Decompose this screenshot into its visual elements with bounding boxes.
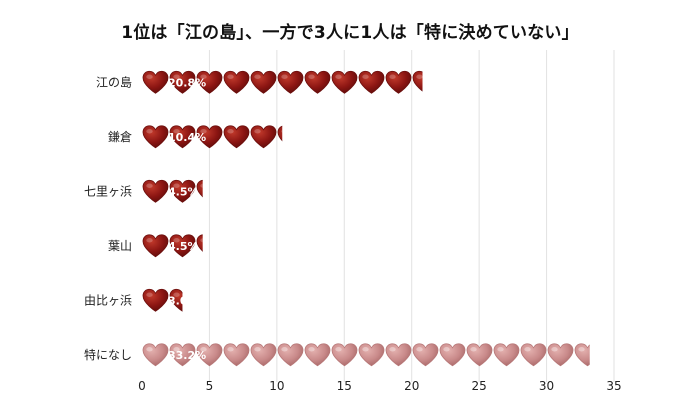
bar — [142, 343, 590, 367]
heart-icon — [142, 343, 169, 367]
x-axis: 0 5 10 15 20 25 30 35 — [138, 379, 621, 393]
heart-icon — [520, 343, 547, 367]
heart-icon — [304, 343, 331, 367]
heart-icon — [196, 234, 203, 252]
heart-icon — [169, 234, 196, 258]
heart-icon — [466, 343, 493, 367]
data-label: 4.5% — [168, 185, 199, 198]
heart-icon — [439, 343, 466, 367]
heart-icon — [412, 343, 439, 367]
heart-icon — [196, 179, 203, 198]
bar — [142, 70, 465, 94]
x-tick-label: 25 — [472, 379, 487, 393]
heart-icon — [358, 70, 385, 94]
heart-icon — [169, 125, 196, 149]
x-tick-label: 15 — [337, 379, 352, 393]
heart-icon — [142, 125, 169, 149]
heart-icon — [385, 343, 412, 367]
bar — [142, 125, 330, 149]
category-label: 由比ヶ浜 — [84, 293, 132, 307]
heart-icon — [304, 70, 331, 94]
category-label: 七里ヶ浜 — [84, 184, 132, 198]
heart-icon — [169, 179, 196, 203]
heart-icon — [305, 126, 330, 148]
x-tick-label: 35 — [606, 379, 621, 393]
heart-icon — [358, 343, 385, 367]
heart-icon — [277, 125, 283, 142]
x-tick-label: 5 — [206, 379, 214, 393]
data-labels: 20.8% 10.4% 4.5% 4.5% 3.0% 33.2% — [168, 76, 206, 362]
bars — [142, 70, 590, 367]
category-label: 江の島 — [96, 74, 132, 89]
heart-icon — [142, 234, 169, 258]
heart-icon — [250, 343, 277, 367]
category-label: 特になし — [84, 347, 132, 362]
x-tick-label: 20 — [404, 379, 419, 393]
heart-icon — [277, 70, 304, 94]
x-tick-label: 10 — [269, 379, 284, 393]
heart-icon — [331, 343, 358, 367]
category-label: 鎌倉 — [108, 129, 132, 144]
heart-icon — [196, 343, 223, 367]
heart-icon — [223, 343, 250, 367]
data-label: 33.2% — [168, 349, 206, 362]
heart-icon — [223, 70, 250, 94]
heart-icon — [196, 125, 223, 149]
heart-icon — [224, 235, 249, 257]
x-tick-label: 30 — [539, 379, 554, 393]
gridlines — [208, 50, 615, 382]
heart-icon — [169, 70, 196, 94]
data-label: 20.8% — [168, 76, 206, 89]
heart-icon — [142, 70, 169, 94]
heart-icon — [142, 288, 169, 312]
heart-icon — [169, 343, 196, 367]
heart-icon — [277, 343, 304, 367]
data-label: 4.5% — [168, 240, 199, 253]
heart-icon — [250, 125, 277, 149]
heart-icon — [250, 70, 277, 94]
heart-icon — [169, 288, 183, 312]
heart-icon — [385, 70, 412, 94]
heart-icon — [440, 71, 465, 93]
heart-icon — [574, 343, 590, 367]
category-label: 葉山 — [108, 239, 132, 253]
chart-title: 1位は「江の島」、一方で3人に1人は「特に決めていない」 — [121, 23, 579, 43]
bar — [142, 234, 249, 258]
heart-icon — [547, 343, 574, 367]
data-label: 10.4% — [168, 131, 206, 144]
bar — [142, 288, 183, 312]
heart-icon — [196, 70, 223, 94]
heart-icon — [223, 125, 250, 149]
heart-icon — [142, 179, 169, 203]
heart-icon — [224, 180, 249, 202]
heart-icon — [331, 70, 358, 94]
bar — [142, 179, 249, 203]
heart-icon — [493, 343, 520, 367]
data-label: 3.0% — [168, 294, 199, 307]
x-tick-label: 0 — [138, 379, 146, 393]
heart-icon — [412, 70, 423, 92]
